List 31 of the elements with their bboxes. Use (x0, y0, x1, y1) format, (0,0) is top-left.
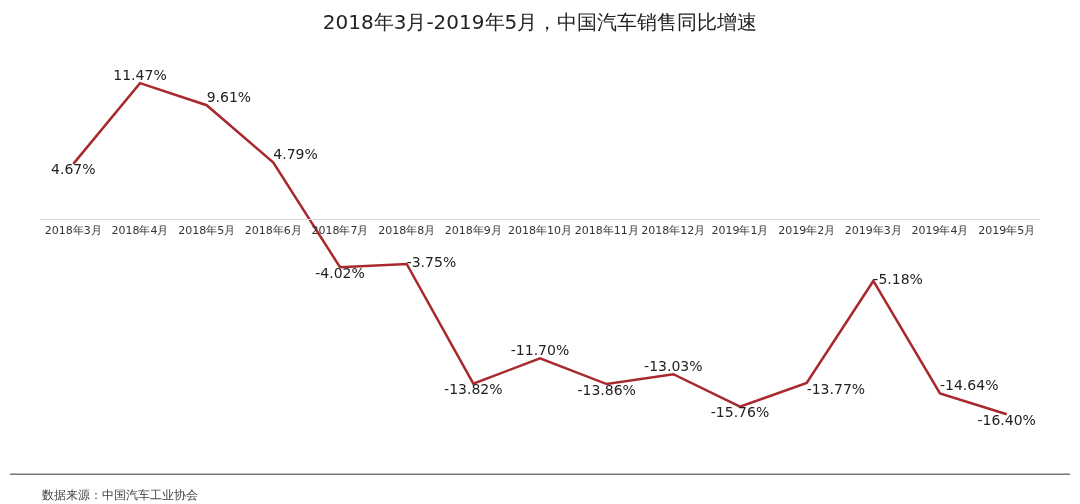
data-label: -3.75% (406, 254, 457, 271)
x-tick-label: 2019年2月 (778, 223, 836, 237)
x-tick-label: 2018年5月 (178, 223, 236, 237)
x-tick-label: 2019年3月 (844, 223, 902, 237)
x-tick-label: 2019年1月 (711, 223, 769, 237)
x-tick-label: 2018年3月 (44, 223, 102, 237)
x-tick-label: 2018年11月 (574, 223, 639, 237)
data-label: -13.03% (644, 357, 703, 374)
x-tick-label: 2019年4月 (911, 223, 969, 237)
data-label: 9.61% (206, 88, 252, 105)
data-label: 11.47% (113, 66, 167, 83)
data-label: -14.64% (940, 376, 999, 393)
data-label: -11.70% (510, 341, 570, 358)
data-label: 4.67% (51, 161, 96, 178)
chart-title: 2018年3月-2019年5月，中国汽车销售同比增速 (322, 10, 758, 35)
x-tick-label: 2019年5月 (978, 223, 1036, 237)
data-label: -13.82% (444, 381, 503, 398)
x-tick-label: 2018年9月 (444, 223, 502, 237)
data-label: -13.77% (806, 380, 866, 397)
data-label: -4.02% (315, 264, 365, 281)
data-label: -15.76% (710, 404, 770, 421)
data-label: -13.86% (577, 381, 636, 398)
source-note: 数据来源：中国汽车工业协会 (42, 488, 198, 502)
data-label: 4.79% (273, 145, 318, 162)
x-tick-label: 2018年8月 (378, 223, 436, 237)
x-tick-label: 2018年10月 (508, 223, 572, 237)
x-tick-label: 2018年4月 (111, 223, 169, 237)
data-label: -16.40% (977, 411, 1036, 428)
x-tick-label: 2018年12月 (641, 223, 706, 237)
x-tick-label: 2018年6月 (244, 223, 302, 237)
data-label: -5.18% (873, 271, 923, 288)
